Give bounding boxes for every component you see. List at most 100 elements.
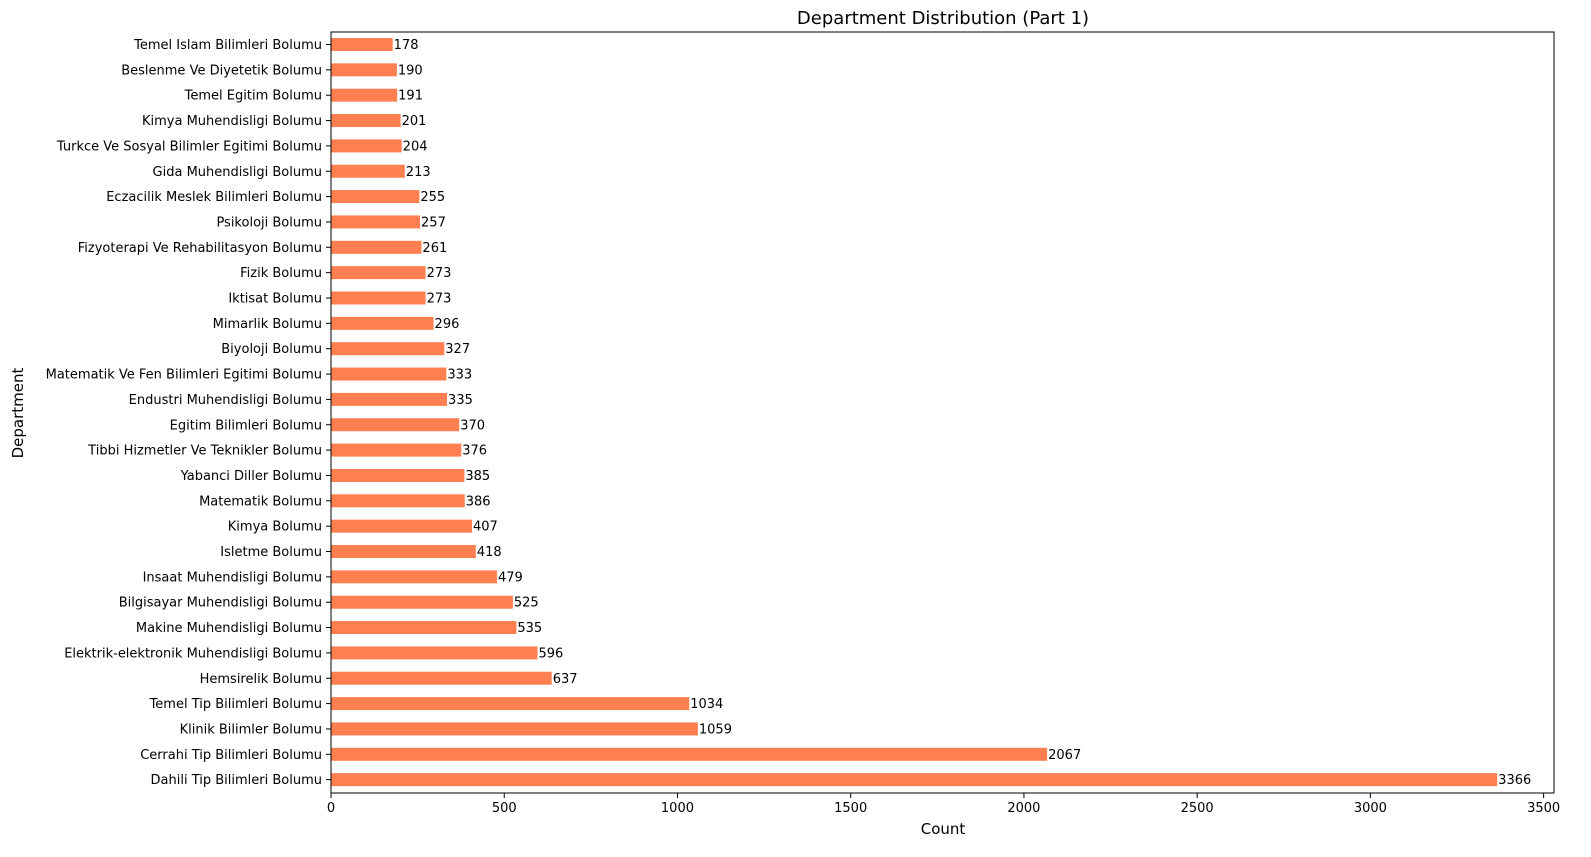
- x-tick-label: 1500: [834, 801, 867, 816]
- y-tick-label: Beslenme Ve Diyetetik Bolumu: [121, 63, 322, 78]
- y-tick-label: Hemsirelik Bolumu: [200, 672, 322, 687]
- bar: [331, 139, 402, 153]
- bar: [331, 392, 448, 406]
- bar-value-label: 418: [477, 545, 502, 560]
- y-tick-label: Makine Muhendisligi Bolumu: [136, 621, 322, 636]
- bar: [331, 164, 405, 178]
- x-tick-label: 2500: [1181, 801, 1214, 816]
- bar: [331, 722, 698, 736]
- bar-value-label: 376: [462, 444, 487, 459]
- bar: [331, 595, 513, 609]
- y-tick-label: Yabanci Diller Bolumu: [180, 469, 322, 484]
- x-tick-label: 2000: [1007, 801, 1040, 816]
- bar-value-label: 385: [465, 469, 490, 484]
- bar-value-label: 191: [398, 89, 423, 104]
- bar: [331, 316, 434, 330]
- y-tick-label: Klinik Bilimler Bolumu: [180, 722, 322, 737]
- bar-value-label: 255: [420, 190, 445, 205]
- y-tick-label: Temel Egitim Bolumu: [184, 89, 322, 104]
- y-tick-label: Matematik Ve Fen Bilimleri Egitimi Bolum…: [46, 368, 322, 383]
- x-tick-label: 1000: [661, 801, 694, 816]
- y-tick-label: Biyoloji Bolumu: [221, 342, 322, 357]
- y-tick-label: Temel Tip Bilimleri Bolumu: [149, 697, 322, 712]
- bar: [331, 621, 517, 635]
- y-tick-label: Tibbi Hizmetler Ve Teknikler Bolumu: [87, 444, 322, 459]
- bar-value-label: 257: [421, 215, 446, 230]
- bar-value-label: 213: [406, 165, 431, 180]
- y-tick-label: Cerrahi Tip Bilimleri Bolumu: [140, 748, 322, 763]
- y-tick-label: Insaat Muhendisligi Bolumu: [143, 570, 322, 585]
- bar: [331, 773, 1498, 787]
- y-tick-label: Gida Muhendisligi Bolumu: [153, 165, 322, 180]
- y-tick-label: Matematik Bolumu: [199, 494, 322, 509]
- bar-value-label: 2067: [1048, 748, 1081, 763]
- bar: [331, 570, 497, 584]
- x-axis-title: Count: [921, 820, 966, 838]
- bar: [331, 215, 421, 229]
- bar-value-label: 637: [553, 672, 578, 687]
- y-tick-label: Eczacilik Meslek Bilimleri Bolumu: [106, 190, 322, 205]
- bar: [331, 114, 401, 128]
- bar-value-label: 178: [394, 38, 419, 53]
- bar: [331, 367, 447, 381]
- y-tick-label: Kimya Muhendisligi Bolumu: [142, 114, 322, 129]
- y-tick-label: Iktisat Bolumu: [228, 292, 322, 307]
- y-tick-label: Dahili Tip Bilimleri Bolumu: [151, 773, 322, 788]
- x-tick-label: 3500: [1527, 801, 1560, 816]
- bar: [331, 747, 1048, 761]
- plot-frame: [330, 31, 1555, 794]
- bar-value-label: 204: [403, 139, 428, 154]
- bar: [331, 519, 473, 533]
- y-tick-label: Egitim Bilimleri Bolumu: [170, 418, 322, 433]
- bar-value-label: 333: [447, 368, 472, 383]
- bar-value-label: 261: [422, 241, 447, 256]
- bar: [331, 88, 398, 102]
- bar: [331, 443, 462, 457]
- bar-value-label: 407: [473, 520, 498, 535]
- bar-value-label: 335: [448, 393, 473, 408]
- bar: [331, 494, 465, 508]
- bar: [331, 38, 393, 51]
- bar-value-label: 296: [435, 317, 460, 332]
- chart-title: Department Distribution (Part 1): [797, 8, 1089, 29]
- bar-value-label: 386: [466, 494, 491, 509]
- plot-area: Temel Islam Bilimleri Bolumu 178 Beslenme …: [46, 38, 1560, 816]
- bar-value-label: 596: [538, 646, 563, 661]
- bar: [331, 190, 420, 204]
- y-tick-label: Isletme Bolumu: [220, 545, 322, 560]
- bar-value-label: 190: [398, 63, 423, 78]
- x-tick-label: 500: [492, 801, 517, 816]
- y-tick-label: Kimya Bolumu: [228, 520, 322, 535]
- bar: [331, 545, 476, 558]
- y-tick-label: Elektrik-elektronik Muhendisligi Bolumu: [64, 646, 322, 661]
- y-tick-label: Mimarlik Bolumu: [213, 317, 322, 332]
- x-tick-label: 0: [327, 801, 335, 816]
- y-axis-title: Department: [9, 368, 27, 459]
- bar-value-label: 1034: [690, 697, 723, 712]
- x-tick-label: 3000: [1354, 801, 1387, 816]
- bar-value-label: 479: [498, 570, 523, 585]
- bar: [331, 418, 460, 432]
- bar: [331, 291, 426, 305]
- bar: [331, 240, 422, 254]
- bar-value-label: 327: [445, 342, 470, 357]
- y-tick-label: Turkce Ve Sosyal Bilimler Egitimi Bolumu: [56, 139, 322, 154]
- bar: [331, 468, 465, 482]
- bar-value-label: 3366: [1498, 773, 1531, 788]
- bar-value-label: 201: [402, 114, 427, 129]
- bar: [331, 697, 690, 711]
- y-tick-label: Fizik Bolumu: [240, 266, 322, 281]
- bar: [331, 266, 426, 280]
- bar-value-label: 535: [517, 621, 542, 636]
- bar-value-label: 1059: [699, 722, 732, 737]
- y-tick-label: Bilgisayar Muhendisligi Bolumu: [119, 596, 322, 611]
- bar-value-label: 370: [460, 418, 485, 433]
- y-tick-label: Psikoloji Bolumu: [216, 215, 322, 230]
- bar-value-label: 273: [427, 266, 452, 281]
- bar-value-label: 525: [514, 596, 539, 611]
- bar: [331, 671, 552, 685]
- bar: [331, 342, 445, 356]
- bar-value-label: 273: [427, 292, 452, 307]
- y-tick-label: Temel Islam Bilimleri Bolumu: [133, 38, 322, 53]
